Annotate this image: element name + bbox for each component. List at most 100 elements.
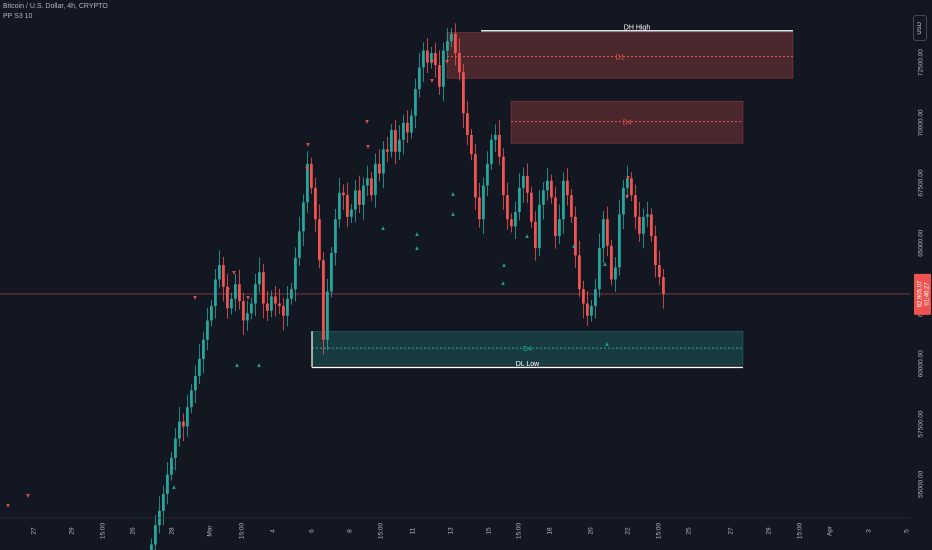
candle-body (338, 192, 341, 220)
candle (590, 299, 593, 322)
candle-body (186, 407, 189, 427)
candle (426, 38, 429, 74)
candle-body (502, 156, 505, 196)
candle-body (282, 305, 285, 316)
signal-marker-down (626, 176, 630, 180)
candle (582, 280, 585, 319)
x-tick-label: 15:00 (378, 522, 385, 539)
candle (642, 208, 645, 249)
candle (630, 172, 633, 202)
candle (478, 182, 481, 228)
y-tick-label: 70000.00 (918, 109, 925, 136)
currency-button[interactable]: USD (913, 15, 927, 41)
candle-body (378, 163, 381, 174)
candle-body (358, 190, 361, 205)
x-tick-label: 29 (69, 527, 76, 535)
candle-body (578, 255, 581, 290)
candle (626, 165, 629, 199)
candle-body (618, 214, 621, 268)
candle (406, 110, 409, 143)
time-axis[interactable]: 27 29 15:00 26 28 Mar 15:00 4 6 8 15:00 11 13 15 15:00… (0, 517, 911, 539)
x-tick-label: 15:00 (656, 522, 663, 539)
price-axis[interactable]: 55000.0057500.0060000.0062500.0065000.00… (918, 49, 925, 498)
candle (226, 274, 229, 319)
zone-supply-0: D1 (446, 32, 794, 79)
candle (346, 182, 349, 228)
candle-body (370, 178, 373, 196)
candle-body (190, 390, 193, 408)
candle (150, 538, 153, 550)
candle (458, 38, 461, 81)
zone-box (311, 330, 744, 366)
candle (654, 225, 657, 278)
last-price-badge: 62,905.07 01:46:27 (914, 273, 931, 315)
candle (586, 291, 589, 326)
candle-body (310, 163, 313, 188)
candle-body (490, 139, 493, 164)
candle-body (598, 248, 601, 290)
candle (526, 163, 529, 204)
candle-body (166, 474, 169, 494)
candle (614, 257, 617, 293)
candle-body (518, 187, 521, 213)
candle (330, 246, 333, 298)
candle (390, 124, 393, 158)
candle-body (386, 149, 389, 152)
y-tick-label: 55000.00 (918, 470, 925, 497)
x-tick-label: 8 (347, 529, 354, 533)
candle (490, 133, 493, 170)
candle-body (234, 284, 237, 299)
candle-body (574, 216, 577, 256)
signal-marker-down (625, 195, 629, 199)
candle-body (194, 375, 197, 391)
candle (266, 291, 269, 322)
candle-body (470, 134, 473, 155)
candle-body (302, 202, 305, 232)
candle (574, 206, 577, 268)
zone-demand-2: D4 (311, 330, 744, 366)
candle-body (430, 53, 433, 63)
candle (366, 165, 369, 196)
candle-body (262, 272, 265, 304)
x-tick-label: 29 (766, 527, 773, 535)
last-price-value: 62,905.07 (918, 280, 924, 307)
candle (434, 42, 437, 78)
x-tick-label: 4 (270, 529, 277, 533)
candle (238, 269, 241, 310)
candle (338, 178, 341, 228)
candle-body (542, 190, 545, 205)
candle-body (462, 72, 465, 114)
candle (194, 365, 197, 403)
candle (258, 257, 261, 293)
candle (466, 100, 469, 146)
candle (250, 297, 253, 320)
x-tick-label: 15:00 (239, 522, 246, 539)
candle-body (362, 185, 365, 205)
candle-body (406, 122, 409, 133)
candle (402, 114, 405, 155)
candle (638, 202, 641, 242)
candle (186, 394, 189, 437)
markers-layer (6, 60, 630, 508)
zone-label: D4 (523, 346, 532, 353)
candle (342, 184, 345, 210)
indicator-label[interactable]: PP S3 10 (3, 13, 33, 20)
level-label: DL Low (516, 361, 540, 368)
candle-body (482, 185, 485, 220)
signal-marker-down (26, 494, 30, 498)
candle-body (550, 180, 553, 198)
candle (454, 23, 457, 66)
symbol-title[interactable]: Bitcoin / U.S. Dollar, 4h, CRYPTO (3, 3, 108, 10)
candle-body (230, 298, 233, 309)
candle (430, 46, 433, 69)
candle-body (654, 236, 657, 266)
candle (174, 428, 177, 471)
candle-body (254, 284, 257, 304)
candle-body (242, 301, 245, 321)
levels-layer: DH High DL Low (311, 24, 793, 369)
candle (462, 64, 465, 128)
candle (386, 136, 389, 163)
candle-body (238, 284, 241, 302)
candle-body (410, 115, 413, 133)
